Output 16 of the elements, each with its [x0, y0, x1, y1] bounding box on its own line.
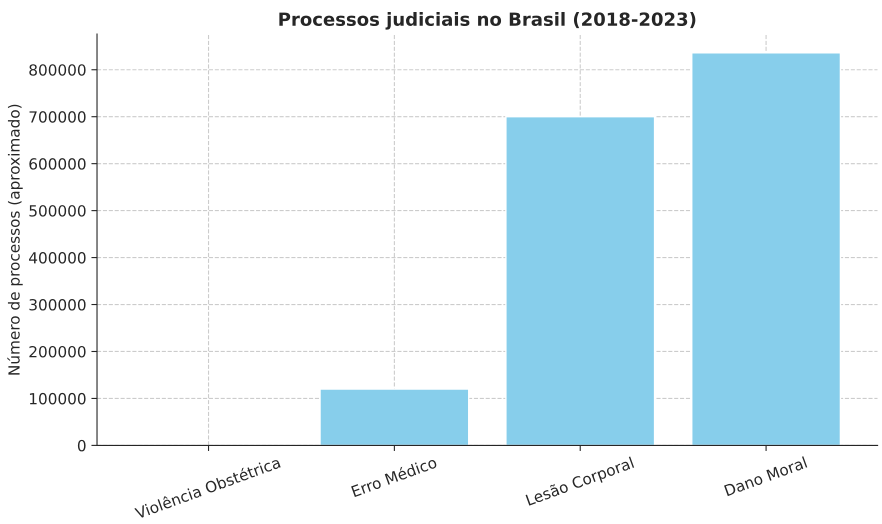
y-axis-title: Número de processos (aproximado)	[7, 104, 23, 375]
y-tick-label: 100000	[30, 392, 86, 404]
y-tick-label: 300000	[29, 298, 86, 311]
y-tick-label: 200000	[29, 346, 86, 358]
bar	[319, 388, 470, 446]
y-tick-label: 700000	[30, 111, 86, 123]
y-tick-label: 400000	[29, 252, 86, 264]
y-tick-label: 0	[78, 440, 86, 452]
bar	[691, 52, 842, 446]
y-tick-label: 600000	[29, 158, 86, 170]
x-tick-label: Erro Médico	[350, 456, 438, 498]
y-tick-label: 500000	[29, 205, 86, 217]
x-tick-label: Dano Moral	[724, 456, 808, 496]
bar	[505, 116, 656, 446]
y-tick-label: 800000	[29, 64, 86, 76]
chart-title: Processos judiciais no Brasil (2018-2023)	[279, 12, 696, 30]
